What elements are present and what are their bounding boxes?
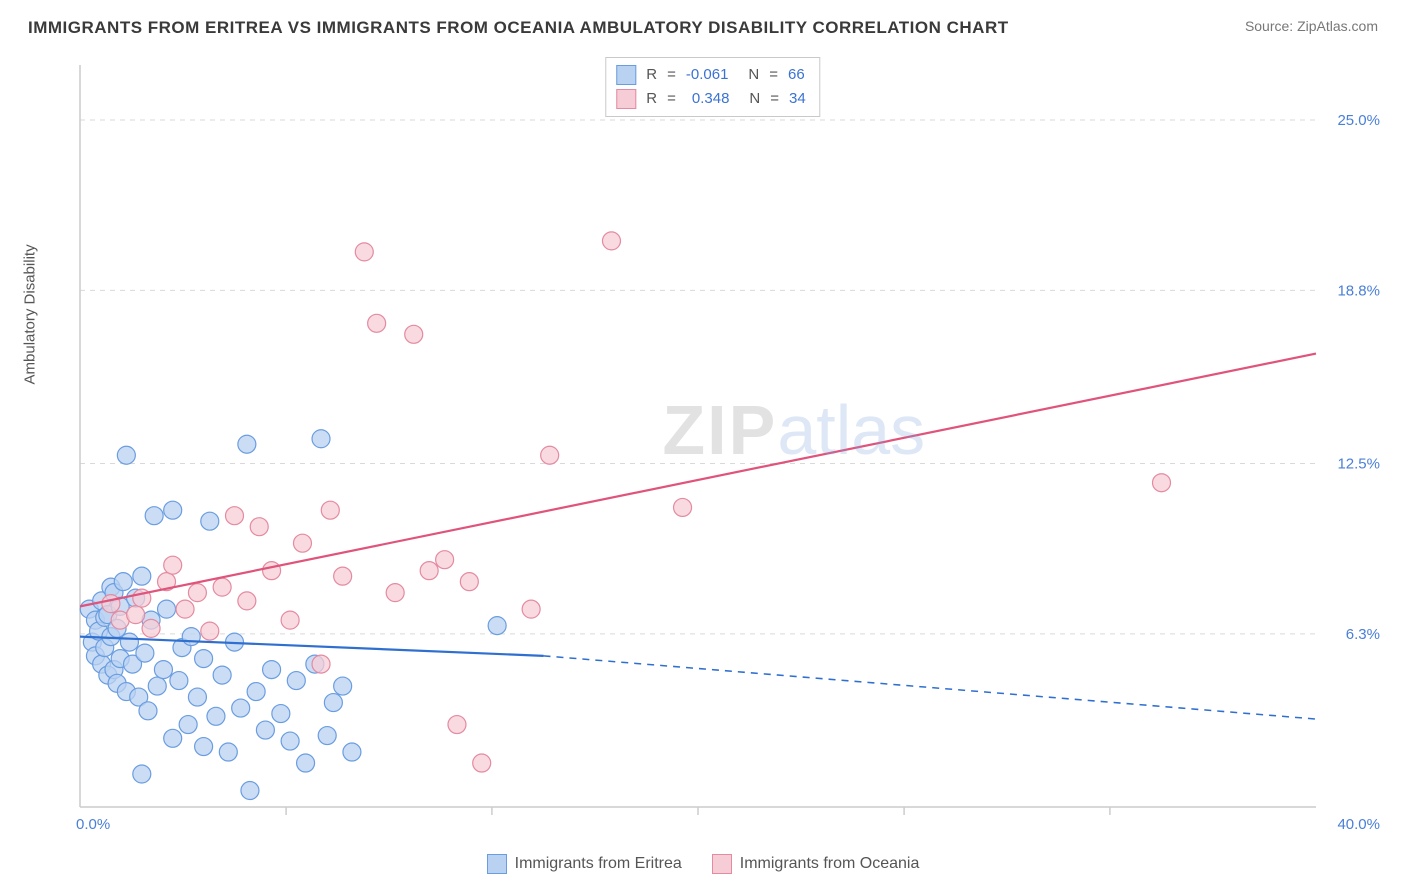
stats-legend: R = -0.061 N = 66 R = 0.348 N = 34	[605, 57, 820, 117]
svg-text:40.0%: 40.0%	[1337, 816, 1380, 833]
legend-label: Immigrants from Oceania	[740, 855, 920, 873]
y-axis-label: Ambulatory Disability	[22, 244, 39, 384]
source-label: Source: ZipAtlas.com	[1245, 18, 1378, 34]
swatch-eritrea-icon	[487, 854, 507, 874]
svg-text:6.3%: 6.3%	[1346, 626, 1380, 643]
legend-label: Immigrants from Eritrea	[515, 855, 682, 873]
svg-text:25.0%: 25.0%	[1337, 112, 1380, 129]
stats-row-oceania: R = 0.348 N = 34	[616, 87, 805, 111]
svg-text:18.8%: 18.8%	[1337, 282, 1380, 299]
series-legend: Immigrants from Eritrea Immigrants from …	[0, 854, 1406, 874]
plot-area: 6.3%12.5%18.8%25.0%0.0%40.0% ZIPatlas	[70, 55, 1386, 837]
swatch-oceania-icon	[712, 854, 732, 874]
swatch-eritrea	[616, 65, 636, 85]
stats-row-eritrea: R = -0.061 N = 66	[616, 63, 805, 87]
chart-title: IMMIGRANTS FROM ERITREA VS IMMIGRANTS FR…	[28, 18, 1009, 38]
svg-text:0.0%: 0.0%	[76, 816, 110, 833]
swatch-oceania	[616, 89, 636, 109]
chart-container: Ambulatory Disability 6.3%12.5%18.8%25.0…	[40, 55, 1386, 837]
legend-item-oceania: Immigrants from Oceania	[712, 854, 920, 874]
legend-item-eritrea: Immigrants from Eritrea	[487, 854, 682, 874]
svg-text:12.5%: 12.5%	[1337, 455, 1380, 472]
